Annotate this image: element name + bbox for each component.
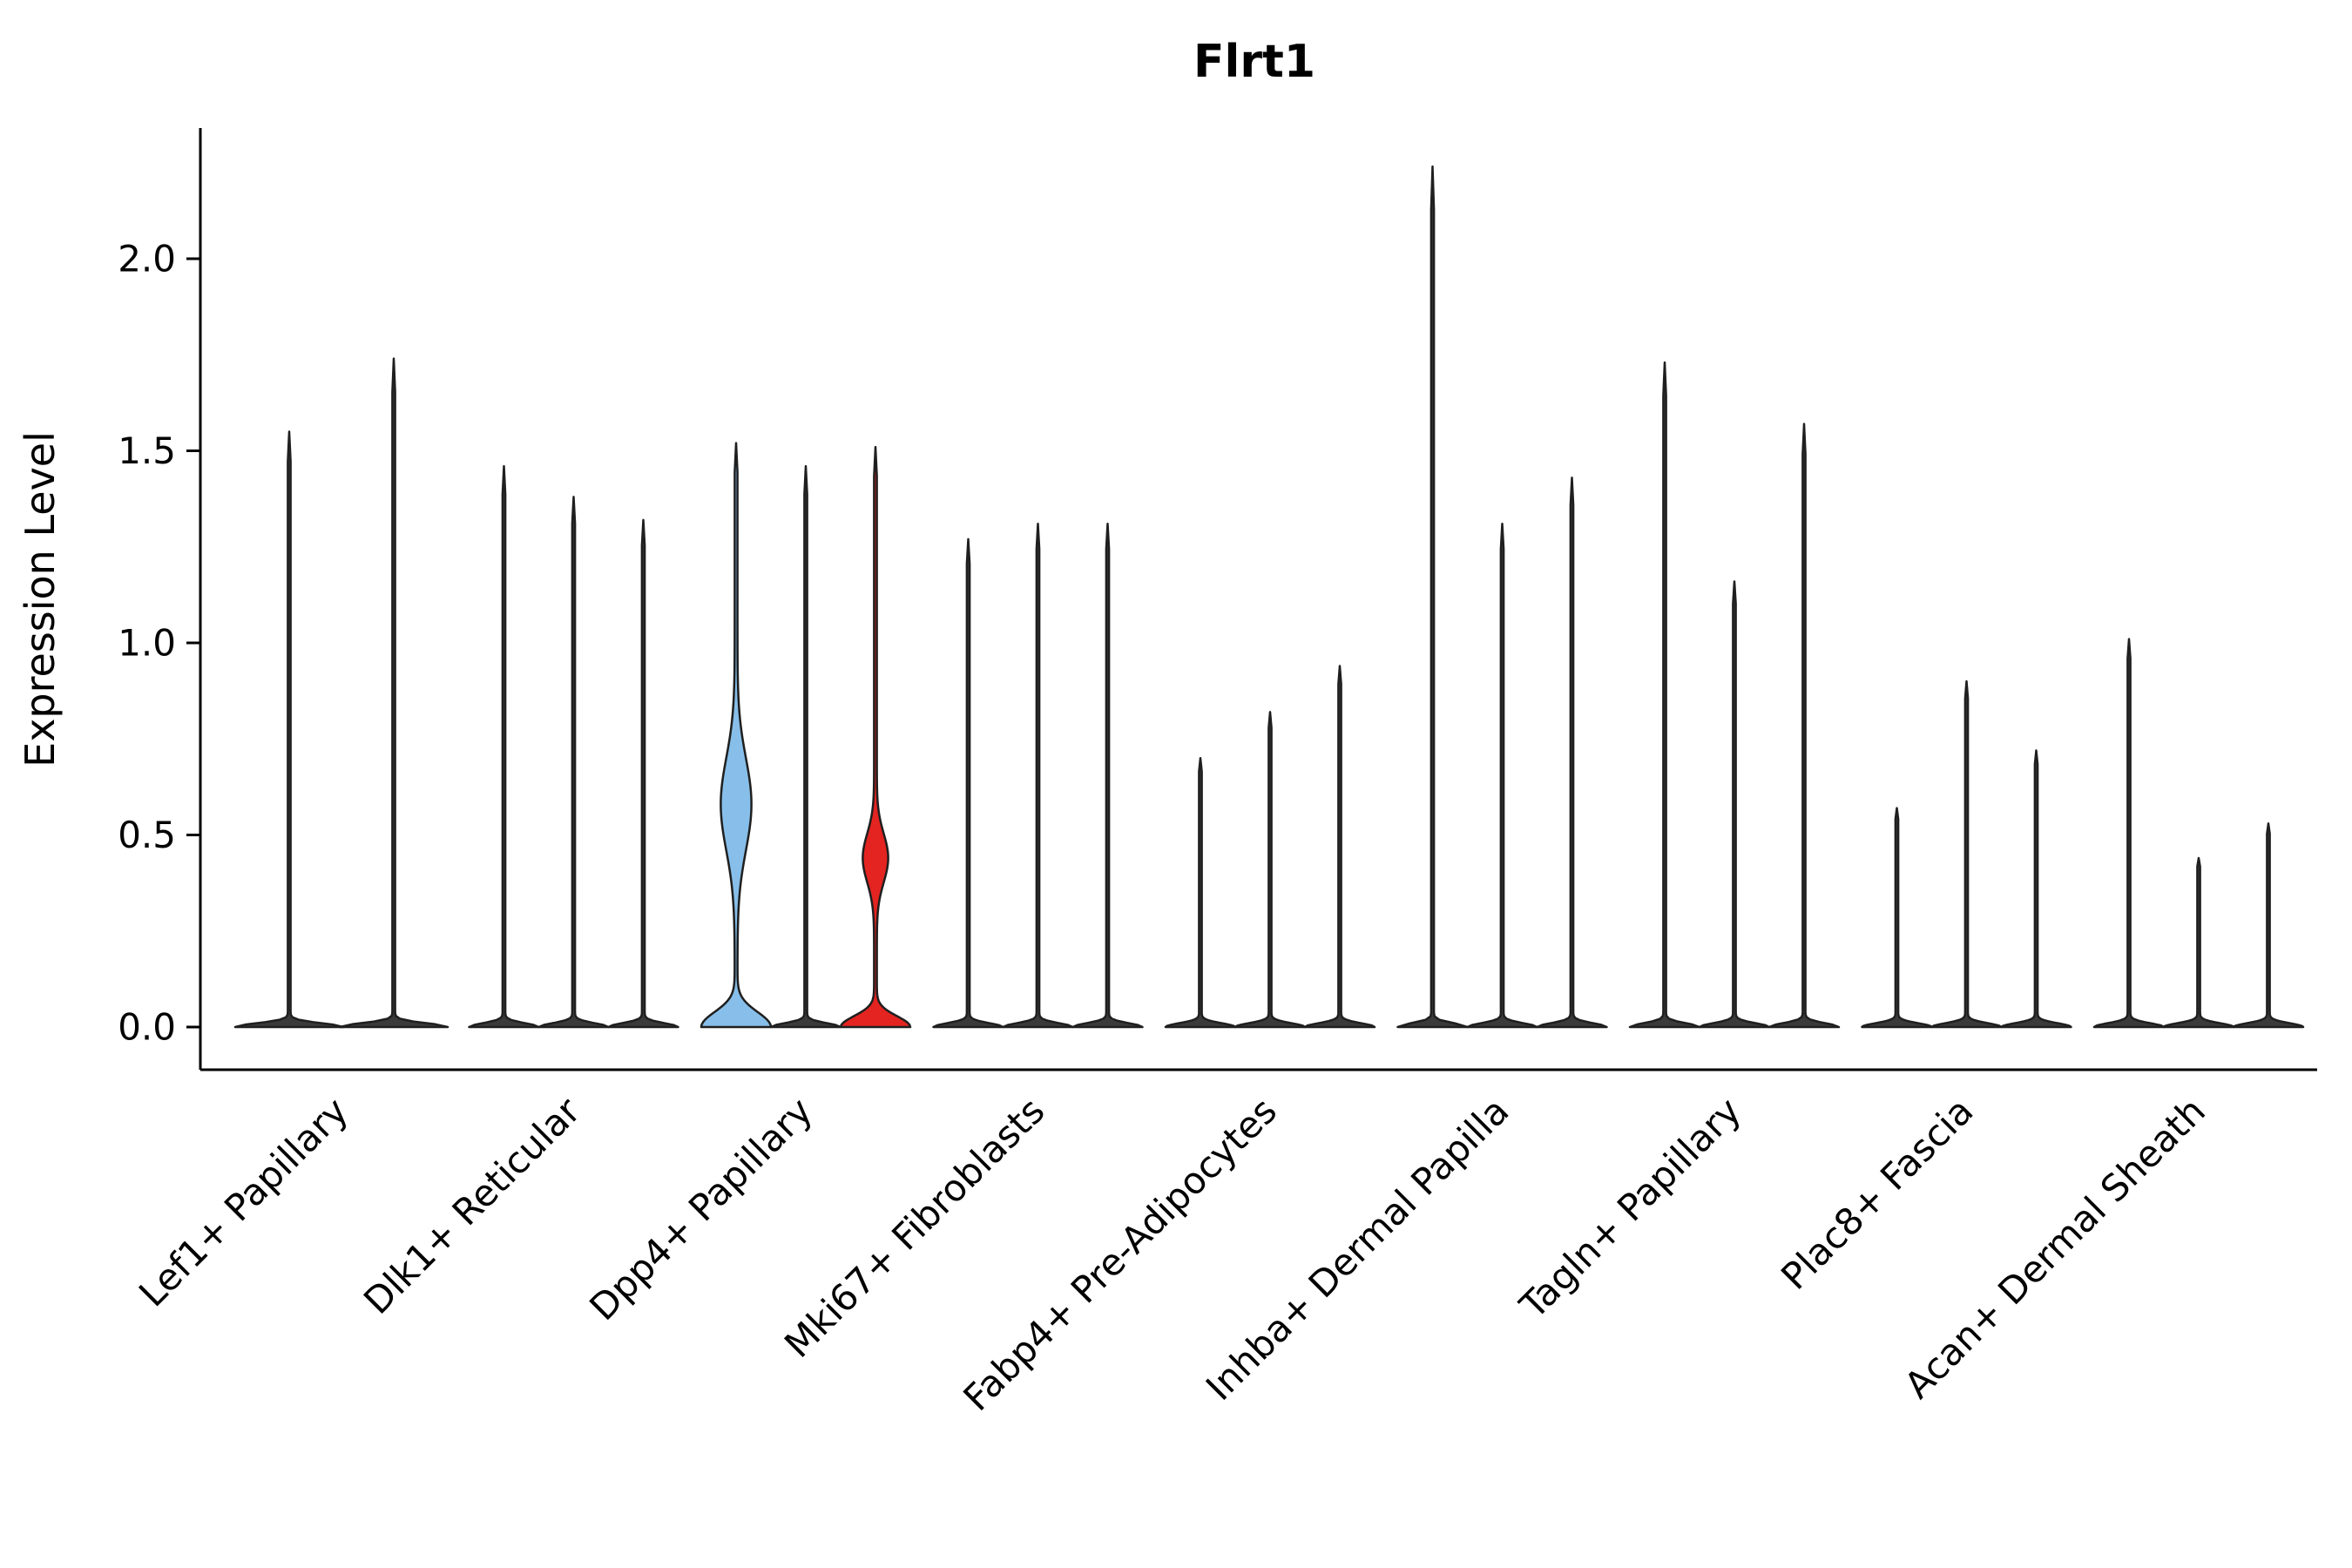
chart-title: Flrt1 [1193,36,1315,88]
violin [1164,757,1237,1029]
violin [1071,523,1144,1029]
violin [1396,165,1469,1029]
violin [1698,580,1771,1029]
violin [537,496,610,1029]
y-tick-label: 1.5 [118,429,176,472]
violins-layer [233,165,2305,1029]
x-tick-label: Dlk1+ Reticular [355,1089,589,1322]
y-tick-label: 1.0 [118,622,176,665]
violin [1930,679,2003,1029]
x-tick-label: Dpp4+ Papillary [581,1089,821,1328]
violin [2092,638,2166,1029]
violin [839,445,912,1029]
x-tick-label: Mki67+ Fibroblasts [776,1089,1052,1365]
axes-layer: 0.0 0.5 1.0 1.5 2.0 [118,128,2317,1071]
violin [338,357,449,1029]
violin [1002,523,1074,1029]
violin [2232,822,2305,1029]
y-tick-label: 0.5 [118,814,176,856]
violin [1233,711,1307,1029]
violin [932,537,1004,1029]
violin [607,518,679,1029]
violin [1536,476,1608,1029]
violin [468,464,540,1029]
violin [233,430,345,1029]
violin [1303,665,1376,1029]
x-tick-label: Plac8+ Fascia [1773,1089,1981,1297]
y-tick-label: 0.0 [118,1006,176,1049]
y-tick-label: 2.0 [118,238,176,280]
violin [1466,523,1538,1029]
x-tick-label: Lef1+ Papillary [131,1089,356,1315]
y-axis-label: Expression Level [17,431,64,767]
violin [1861,807,1933,1029]
violin [769,464,842,1029]
violin [1628,361,1701,1029]
violin [2162,856,2235,1029]
violin [700,442,773,1029]
x-tick-label: Tagln+ Papillary [1511,1089,1749,1327]
violin [1767,422,1841,1029]
violin [2000,749,2072,1029]
